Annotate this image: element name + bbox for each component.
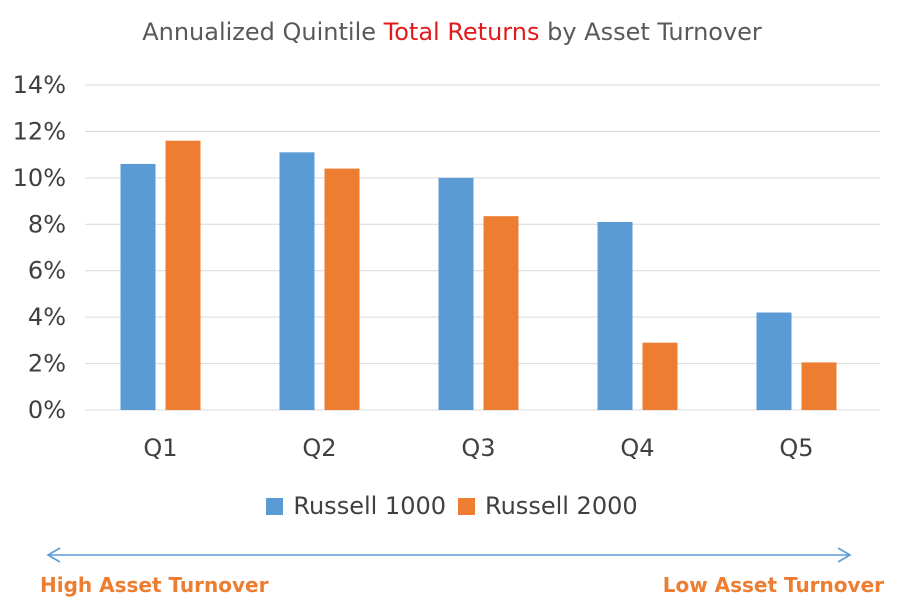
y-tick-label: 10% (13, 164, 66, 192)
bar-russell-2000-q1 (165, 140, 201, 410)
bar-russell-2000-q3 (483, 216, 519, 410)
y-tick-label: 12% (13, 117, 66, 145)
bar-russell-1000-q3 (438, 177, 474, 410)
legend-item-russell-2000: Russell 2000 (458, 492, 638, 520)
x-tick-label: Q2 (302, 434, 336, 462)
legend-label-russell-1000: Russell 1000 (293, 492, 446, 520)
x-tick-label: Q5 (779, 434, 813, 462)
chart-title-suffix: by Asset Turnover (539, 18, 762, 46)
legend-swatch-russell-1000 (266, 497, 284, 515)
y-tick-label: 2% (28, 350, 66, 378)
chart-title-prefix: Annualized Quintile (142, 18, 384, 46)
legend-item-russell-1000: Russell 1000 (266, 492, 446, 520)
x-tick-label: Q3 (461, 434, 495, 462)
chart-title: Annualized Quintile Total Returns by Ass… (0, 18, 904, 46)
footer-label-high-turnover: High Asset Turnover (40, 573, 269, 597)
chart-legend: Russell 1000 Russell 2000 (0, 492, 904, 520)
bar-russell-2000-q5 (801, 362, 837, 410)
legend-swatch-russell-2000 (458, 497, 475, 515)
bar-russell-2000-q2 (324, 168, 360, 410)
footer-label-low-turnover: Low Asset Turnover (662, 573, 884, 597)
y-tick-label: 0% (28, 396, 66, 424)
x-tick-label: Q1 (143, 434, 177, 462)
y-tick-label: 6% (28, 257, 66, 285)
chart-title-highlight: Total Returns (383, 18, 540, 46)
x-tick-label: Q4 (620, 434, 654, 462)
bar-russell-1000-q1 (120, 163, 156, 410)
bar-russell-2000-q4 (642, 342, 678, 410)
legend-label-russell-2000: Russell 2000 (485, 492, 638, 520)
y-tick-label: 14% (13, 71, 66, 99)
bar-russell-1000-q4 (597, 221, 633, 410)
y-tick-label: 8% (28, 210, 66, 238)
bar-russell-1000-q2 (279, 152, 315, 411)
y-tick-label: 4% (28, 303, 66, 331)
bar-russell-1000-q5 (756, 312, 792, 410)
